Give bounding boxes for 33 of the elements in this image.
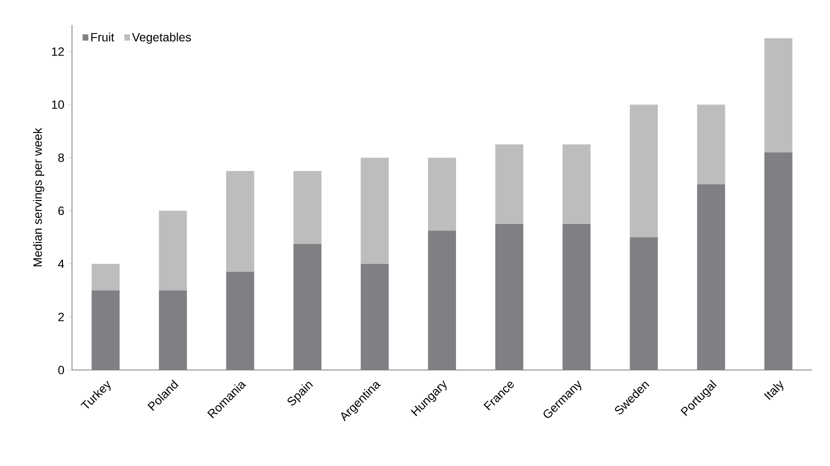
y-tick-label: 8 — [58, 153, 64, 162]
bar — [630, 237, 658, 370]
legend-label: Vegetables — [132, 32, 191, 44]
legend-label: Fruit — [91, 32, 114, 42]
bar — [697, 184, 726, 370]
bar — [562, 144, 591, 224]
y-tick-label: 4 — [58, 260, 64, 268]
bar — [428, 230, 456, 370]
bar — [428, 158, 456, 231]
y-tick-label: 0 — [58, 366, 64, 374]
bar — [360, 264, 389, 370]
y-tick-label: 6 — [58, 206, 64, 216]
bar — [630, 104, 658, 238]
y-tick-label: 12 — [52, 47, 64, 56]
bar — [293, 170, 322, 244]
bar — [158, 290, 187, 370]
bar — [158, 210, 187, 290]
bar — [495, 224, 524, 370]
bar — [226, 272, 254, 370]
y-tick-label: 10 — [52, 100, 64, 109]
bar — [495, 144, 524, 224]
y-tick-label: 2 — [58, 312, 64, 322]
bar — [92, 290, 120, 370]
bar — [764, 38, 792, 152]
bar — [764, 152, 792, 370]
bar — [697, 104, 726, 184]
bar — [293, 244, 322, 370]
bar — [92, 264, 120, 290]
x-tick-label: Italy — [764, 380, 784, 400]
y-axis-title: Median servings per week — [33, 128, 44, 266]
bar — [360, 158, 389, 264]
bar — [226, 170, 254, 272]
bar — [562, 224, 591, 370]
